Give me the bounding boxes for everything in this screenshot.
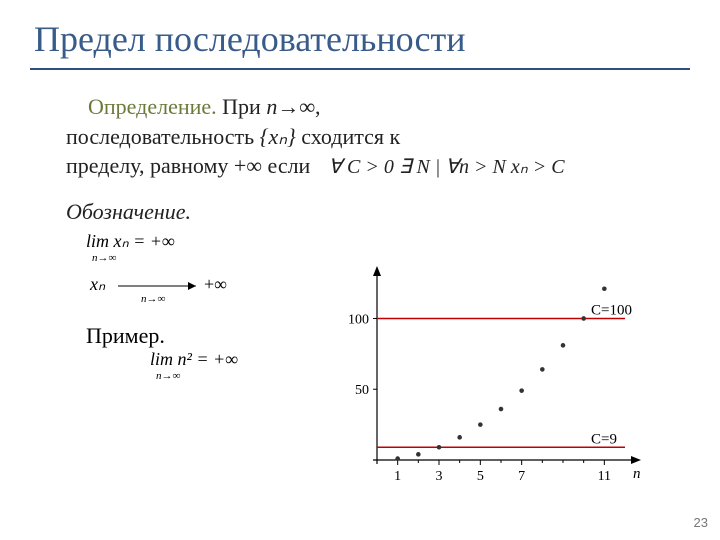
scatter-chart: 100 50 1 3 5 7 11 C=100 C=9 n bbox=[335, 262, 645, 502]
def-line2a: последовательность bbox=[66, 124, 260, 149]
def-seq: {xₙ} bbox=[260, 124, 296, 149]
svg-text:lim xₙ = +∞: lim xₙ = +∞ bbox=[86, 231, 175, 251]
condition-formula: ∀ C > 0 ∃ N | ∀n > N xₙ > C bbox=[328, 154, 564, 181]
svg-text:1: 1 bbox=[394, 469, 401, 484]
svg-text:lim n² = +∞: lim n² = +∞ bbox=[150, 349, 238, 369]
svg-text:n: n bbox=[633, 466, 641, 482]
def-n-inf: n→∞ bbox=[266, 94, 315, 119]
def-line3: пределу, равному +∞ если bbox=[66, 151, 310, 181]
notation-label: Обозначение. bbox=[66, 199, 191, 224]
svg-text:C=100: C=100 bbox=[591, 302, 632, 318]
definition-head: Определение. bbox=[88, 94, 217, 119]
slide-title: Предел последовательности bbox=[34, 18, 690, 60]
svg-text:3: 3 bbox=[436, 469, 443, 484]
page-number: 23 bbox=[694, 515, 708, 530]
svg-text:n→∞: n→∞ bbox=[92, 252, 117, 264]
def-part1: При bbox=[222, 94, 266, 119]
svg-text:C=9: C=9 bbox=[591, 431, 617, 447]
svg-text:xₙ: xₙ bbox=[89, 274, 106, 294]
svg-text:11: 11 bbox=[598, 469, 611, 484]
svg-text:5: 5 bbox=[477, 469, 484, 484]
title-underline bbox=[30, 68, 690, 70]
svg-text:50: 50 bbox=[355, 383, 369, 398]
svg-text:100: 100 bbox=[348, 312, 369, 327]
definition-block: Определение. При n→∞, последовательность… bbox=[66, 92, 670, 181]
def-line2b: сходится к bbox=[296, 124, 400, 149]
svg-text:n→∞: n→∞ bbox=[141, 293, 166, 305]
def-part2: , bbox=[315, 94, 321, 119]
svg-text:+∞: +∞ bbox=[204, 274, 227, 294]
svg-text:7: 7 bbox=[518, 469, 525, 484]
svg-text:n→∞: n→∞ bbox=[156, 370, 181, 382]
